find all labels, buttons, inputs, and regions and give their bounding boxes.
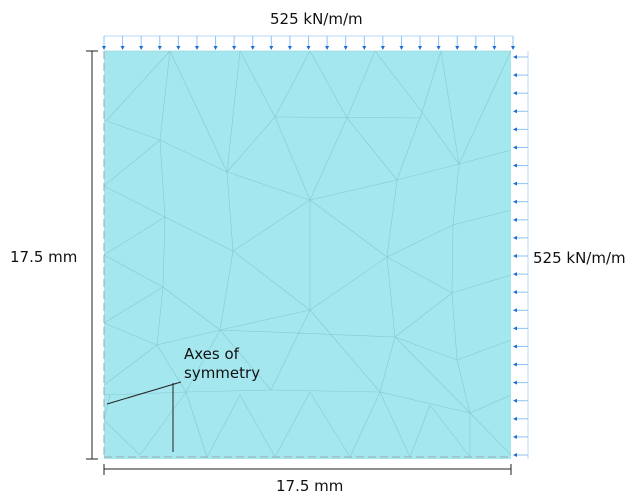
- finite-element-mesh: [103, 50, 512, 458]
- top-load-arrow-head: [343, 46, 348, 50]
- axes-of-symmetry-label: Axes of symmetry: [184, 345, 261, 382]
- right-load-label: 525 kN/m/m: [533, 249, 626, 267]
- top-load-arrow-head: [455, 46, 460, 50]
- plate: [104, 51, 511, 459]
- top-load-arrow-head: [511, 46, 515, 50]
- right-load-arrow-head: [513, 326, 517, 331]
- right-load-arrow-head: [513, 217, 517, 222]
- right-load-arrow-head: [513, 145, 517, 150]
- right-load-arrow-head: [513, 290, 517, 295]
- right-load-arrow-head: [513, 127, 517, 132]
- height-dimension-label: 17.5 mm: [10, 248, 78, 266]
- right-load-arrow-head: [513, 344, 517, 349]
- top-load-arrow-head: [194, 46, 199, 50]
- top-load-arrow-head: [380, 46, 385, 50]
- top-load-label: 525 kN/m/m: [270, 10, 363, 28]
- top-load-arrow-head: [306, 46, 311, 50]
- top-load-arrow-head: [213, 46, 218, 50]
- top-load-arrow-head: [399, 46, 404, 50]
- right-load-arrow-head: [513, 416, 517, 421]
- top-load-arrow-head: [362, 46, 367, 50]
- top-load-arrow-head: [287, 46, 292, 50]
- height-dimension: [86, 50, 98, 460]
- right-load-arrow-head: [513, 55, 517, 59]
- top-load-arrow-head: [250, 46, 255, 50]
- right-load-arrow-head: [513, 380, 517, 385]
- right-load-arrow-head: [513, 91, 517, 96]
- top-load-arrow-head: [492, 46, 497, 50]
- width-dimension: [103, 464, 512, 475]
- top-load-arrow-head: [269, 46, 274, 50]
- top-load-arrow-head: [139, 46, 144, 50]
- top-load-arrow-head: [473, 46, 478, 50]
- top-load-arrow-head: [325, 46, 330, 50]
- top-load-arrow-head: [157, 46, 162, 50]
- width-dimension-label: 17.5 mm: [276, 477, 344, 495]
- top-load-arrow-head: [232, 46, 237, 50]
- top-load-arrow-head: [102, 46, 106, 50]
- right-load-arrow-head: [513, 398, 517, 403]
- top-load-arrows: [102, 35, 515, 50]
- right-load-arrow-head: [513, 163, 517, 168]
- right-load-arrow-head: [513, 73, 517, 78]
- top-load-arrow-head: [436, 46, 441, 50]
- right-load-arrow-head: [513, 181, 517, 186]
- right-load-arrow-head: [513, 254, 517, 258]
- right-load-arrow-head: [513, 109, 517, 114]
- right-load-arrow-head: [513, 199, 517, 204]
- top-load-arrow-head: [120, 46, 125, 50]
- right-load-arrow-head: [513, 272, 517, 277]
- axes-annotation-leaders: [106, 381, 182, 452]
- right-load-arrow-head: [513, 434, 517, 439]
- right-load-arrows: [513, 51, 529, 459]
- top-load-arrow-head: [418, 46, 423, 50]
- right-load-arrow-head: [513, 362, 517, 367]
- right-load-arrow-head: [513, 235, 517, 240]
- right-load-arrow-head: [513, 308, 517, 313]
- top-load-arrow-head: [176, 46, 181, 50]
- right-load-arrow-head: [513, 453, 517, 457]
